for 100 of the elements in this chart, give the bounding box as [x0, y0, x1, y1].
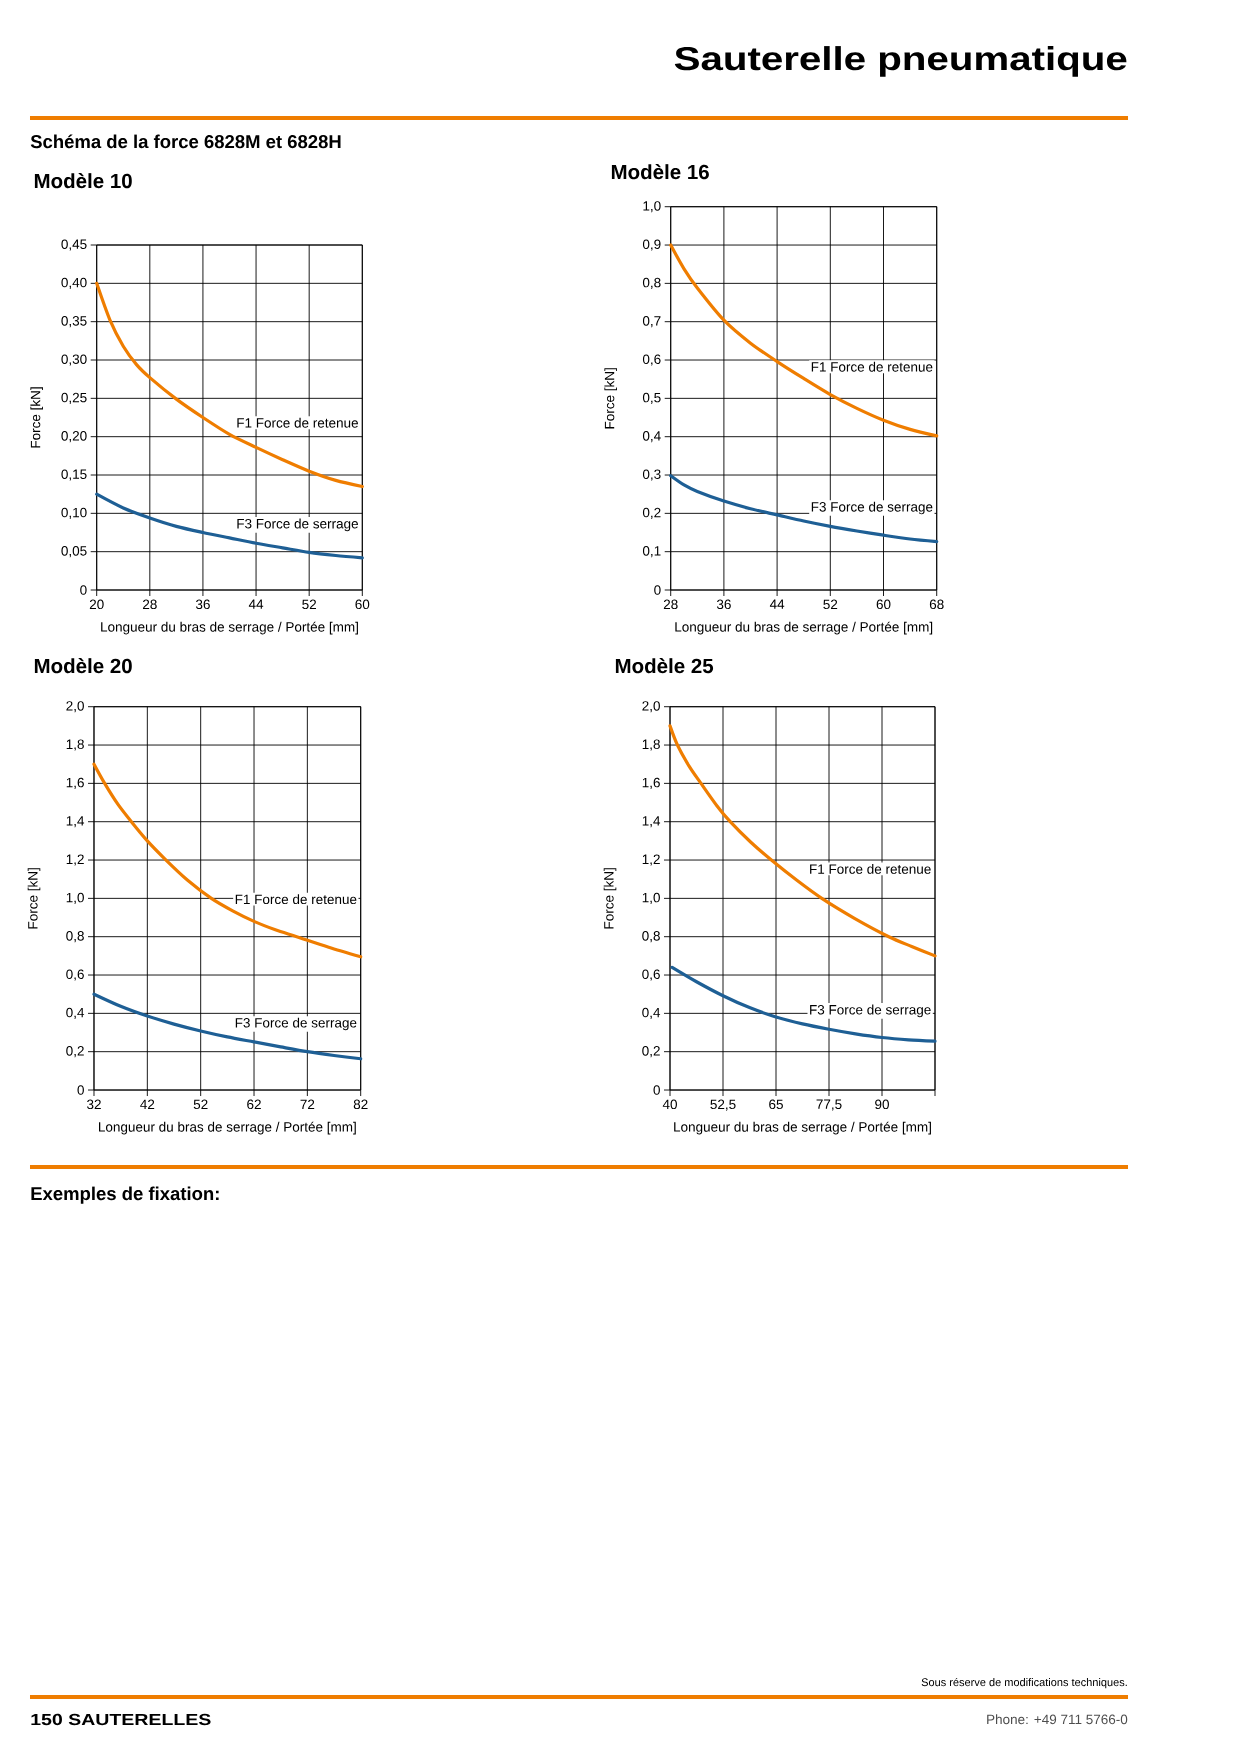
line-series	[669, 474, 939, 544]
x-axis-title: Longueur du bras de serrage / Portée [mm]	[675, 621, 933, 635]
y-tick-label: 0	[80, 585, 87, 595]
y-tick-label: 0,1	[642, 546, 661, 558]
x-axis-title: Longueur du bras de serrage / Portée [mm]	[99, 1121, 356, 1135]
y-tick-label: 0,2	[66, 1046, 84, 1058]
line-series	[95, 492, 364, 560]
text: Sous réserve de modifications techniques.	[921, 1677, 1127, 1689]
y-tick-label: 0,3	[642, 469, 661, 481]
text: Exemples de fixation:	[31, 1186, 219, 1204]
chart-title: Modèle 20	[34, 657, 132, 674]
y-tick-label: 0,2	[642, 507, 661, 519]
series-label: F1 Force de retenue	[235, 894, 357, 905]
y-tick-label: 0,15	[61, 469, 87, 481]
line-series	[92, 992, 363, 1061]
y-tick-label: 0,7	[642, 316, 661, 328]
y-tick-label: 1,0	[66, 892, 84, 904]
y-tick-label: 0,8	[66, 931, 84, 943]
y-tick-label: 1,0	[642, 892, 660, 904]
y-tick-label: 1,6	[66, 777, 84, 789]
y-tick-label: 0,5	[642, 392, 661, 404]
x-tick-label: 44	[248, 599, 264, 609]
series-label: F3 Force de serrage	[237, 518, 358, 532]
y-tick-label: 0,20	[61, 431, 87, 443]
y-tick-label: 0,35	[61, 316, 87, 328]
x-tick-label: 36	[195, 599, 210, 610]
y-tick-label: 0	[654, 585, 661, 595]
y-tick-label: 0,05	[61, 546, 87, 558]
x-tick-label: 65	[769, 1099, 783, 1110]
x-tick-label: 90	[875, 1099, 889, 1110]
x-tick-label: 68	[929, 599, 944, 610]
y-tick-label: 0	[77, 1085, 84, 1095]
x-tick-label: 42	[140, 1099, 155, 1109]
y-tick-label: 0,6	[66, 969, 84, 981]
x-axis-title: Longueur du bras de serrage / Portée [mm]	[674, 1121, 931, 1135]
y-tick-label: 0,30	[61, 354, 87, 366]
y-axis-title: Force [kN]	[603, 868, 617, 929]
line-series	[670, 965, 937, 1043]
y-tick-label: 0,6	[642, 969, 660, 981]
x-tick-label: 40	[662, 1099, 677, 1110]
x-tick-label: 72	[300, 1099, 315, 1109]
line-series	[668, 724, 937, 958]
y-tick-label: 0,4	[642, 1007, 661, 1019]
y-tick-label: 0,2	[642, 1046, 660, 1058]
text: Phone: +49 711 5766-0	[987, 1714, 1128, 1725]
text: Schéma de la force 6828M et 6828H	[30, 134, 341, 149]
chart-title: Modèle 16	[611, 163, 709, 180]
x-tick-label: 62	[247, 1099, 261, 1110]
y-tick-label: 1,2	[642, 854, 660, 866]
series-label: F1 Force de retenue	[237, 417, 358, 428]
y-tick-label: 1,4	[66, 816, 85, 828]
y-tick-label: 1,6	[642, 777, 660, 789]
line-series	[92, 762, 363, 959]
x-tick-label: 36	[716, 599, 731, 610]
series-label: F3 Force de serrage	[811, 501, 933, 515]
y-tick-label: 0,40	[61, 277, 87, 289]
x-tick-label: 77,5	[816, 1099, 842, 1111]
series-label: F1 Force de retenue	[811, 361, 933, 372]
y-tick-label: 0,4	[642, 431, 661, 443]
y-tick-label: 1,8	[66, 739, 84, 751]
y-axis-title: Force [kN]	[27, 868, 41, 929]
x-tick-label: 28	[663, 599, 678, 610]
x-tick-label: 44	[769, 599, 785, 609]
y-tick-label: 0,25	[61, 392, 87, 404]
line-series	[95, 281, 364, 489]
series-label: F3 Force de serrage	[810, 1004, 931, 1018]
y-tick-label: 0,6	[642, 354, 661, 366]
y-tick-label: 1,4	[642, 816, 661, 828]
chart-title: Modèle 10	[34, 172, 132, 189]
series-label: F3 Force de serrage	[235, 1017, 357, 1031]
y-tick-label: 1,2	[66, 854, 84, 866]
x-tick-label: 52,5	[710, 1099, 736, 1111]
x-tick-label: 52	[193, 1099, 208, 1110]
y-tick-label: 0	[653, 1085, 660, 1095]
y-tick-label: 0,9	[642, 239, 661, 251]
y-tick-label: 1,8	[642, 739, 660, 751]
x-tick-label: 32	[87, 1099, 101, 1110]
x-tick-label: 60	[876, 599, 891, 610]
x-tick-label: 82	[353, 1099, 368, 1110]
y-tick-label: 0,8	[642, 931, 660, 943]
x-tick-label: 60	[355, 599, 370, 610]
y-axis-title: Force [kN]	[604, 368, 617, 429]
y-tick-label: 2,0	[642, 701, 660, 713]
x-tick-label: 20	[89, 599, 104, 610]
x-tick-label: 28	[142, 599, 157, 610]
y-tick-label: 0,4	[66, 1007, 85, 1019]
chart-title: Modèle 25	[615, 657, 714, 674]
x-tick-label: 52	[823, 599, 838, 610]
y-tick-label: 2,0	[66, 701, 84, 713]
y-tick-label: 0,45	[61, 239, 87, 251]
series-label: F1 Force de retenue	[810, 863, 931, 874]
y-axis-title: Force [kN]	[30, 387, 43, 448]
x-axis-title: Longueur du bras de serrage / Portée [mm]	[101, 621, 358, 635]
text: Sauterelle pneumatique	[674, 46, 1127, 77]
y-tick-label: 1,0	[643, 201, 661, 213]
text: 150 SAUTERELLES	[31, 1713, 211, 1726]
x-tick-label: 52	[302, 599, 317, 610]
line-series	[669, 243, 939, 438]
y-tick-label: 0,10	[61, 507, 87, 519]
y-tick-label: 0,8	[642, 277, 661, 289]
